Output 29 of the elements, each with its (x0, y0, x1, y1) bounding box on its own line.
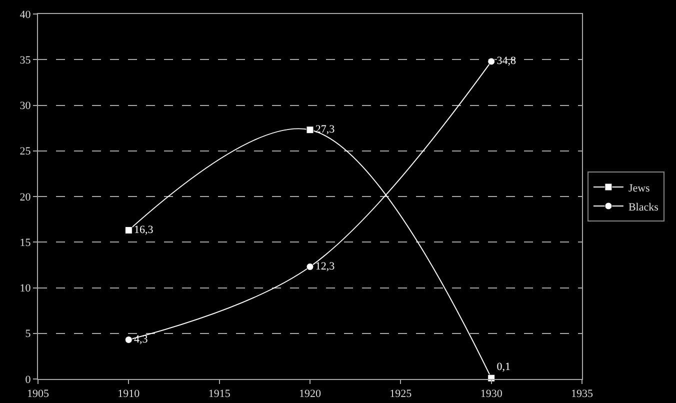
data-label: 27,3 (315, 124, 336, 136)
y-tick-label: 10 (20, 282, 32, 295)
legend-label: Jews (628, 182, 650, 194)
y-tick-label: 35 (20, 54, 32, 66)
x-tick-label: 1925 (390, 388, 412, 400)
x-tick-label: 1920 (299, 388, 322, 400)
point (488, 58, 496, 66)
point (124, 226, 132, 234)
point (306, 126, 314, 134)
data-label: 0,1 (496, 360, 510, 373)
y-tick-label: 5 (25, 328, 32, 340)
y-tick-label: 20 (20, 191, 32, 204)
x-tick-label: 1910 (118, 388, 140, 400)
data-label: 4,3 (134, 334, 148, 346)
legend-label: Blacks (628, 201, 658, 214)
x-tick-label: 1905 (27, 388, 50, 400)
data-label: 16,3 (134, 224, 154, 236)
y-tick-label: 0 (25, 374, 32, 386)
x-tick-label: 1915 (208, 388, 231, 400)
x-tick-label: 1930 (480, 388, 503, 400)
y-tick-label: 25 (20, 146, 32, 158)
data-label: 34,8 (496, 55, 516, 68)
y-tick-label: 15 (20, 236, 32, 249)
data-label: 12,3 (315, 260, 336, 273)
point (124, 336, 132, 344)
y-tick-label: 40 (20, 8, 32, 21)
y-tick-label: 30 (20, 100, 32, 112)
x-tick-label: 1935 (571, 388, 594, 400)
point (306, 263, 314, 271)
